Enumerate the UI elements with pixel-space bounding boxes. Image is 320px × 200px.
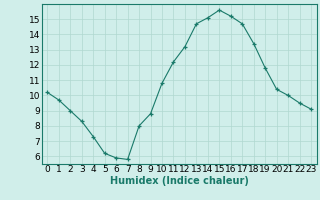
X-axis label: Humidex (Indice chaleur): Humidex (Indice chaleur) — [110, 176, 249, 186]
